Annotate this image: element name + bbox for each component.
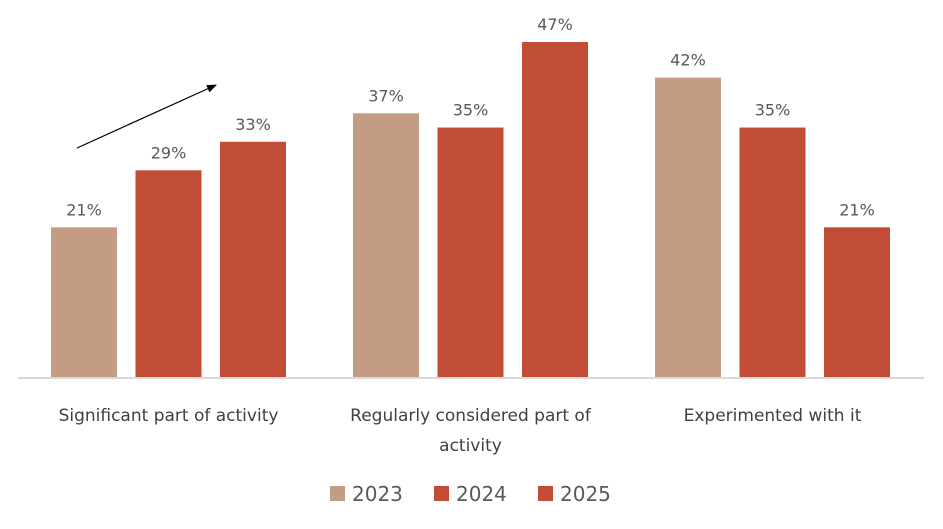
bar-2025-cat1 xyxy=(522,42,588,377)
data-label-2025-cat2: 21% xyxy=(839,200,875,219)
category-label-1-line1: activity xyxy=(439,436,502,456)
legend-label-2023: 2023 xyxy=(352,482,403,506)
bar-2024-cat1 xyxy=(437,127,504,377)
legend-label-2024: 2024 xyxy=(456,482,507,506)
data-label-2025-cat0: 33% xyxy=(235,115,271,134)
data-label-2023-cat0: 21% xyxy=(66,200,102,219)
legend-swatch-2025 xyxy=(538,486,553,501)
legend-swatch-2024 xyxy=(434,486,449,501)
data-label-2023-cat2: 42% xyxy=(670,51,706,70)
value-labels-layer: 21% 29% 33% 37% 35% 47% 42% 35% 21% xyxy=(66,15,875,219)
data-label-2024-cat2: 35% xyxy=(755,101,791,120)
category-label-0: Significant part of activity xyxy=(59,406,279,426)
bar-2023-cat1 xyxy=(353,113,419,377)
bar-2023-cat0 xyxy=(51,227,117,377)
trend-arrow-icon xyxy=(76,84,217,149)
bars-layer xyxy=(51,42,890,377)
bar-2025-cat0 xyxy=(220,141,286,377)
bar-2024-cat2 xyxy=(739,127,806,377)
category-label-1: Regularly considered part of xyxy=(350,406,592,426)
data-label-2023-cat1: 37% xyxy=(368,86,404,105)
category-label-2: Experimented with it xyxy=(684,406,862,426)
bar-2023-cat2 xyxy=(655,77,721,377)
data-label-2024-cat1: 35% xyxy=(453,101,489,120)
bar-2025-cat2 xyxy=(824,227,890,377)
legend-label-2025: 2025 xyxy=(560,482,611,506)
data-label-2025-cat1: 47% xyxy=(537,15,573,34)
legend: 2023 2024 2025 xyxy=(330,482,611,506)
category-labels-layer: Significant part of activity Regularly co… xyxy=(59,406,862,456)
bar-2024-cat0 xyxy=(135,170,202,377)
data-label-2024-cat0: 29% xyxy=(151,143,187,162)
legend-swatch-2023 xyxy=(330,486,345,501)
